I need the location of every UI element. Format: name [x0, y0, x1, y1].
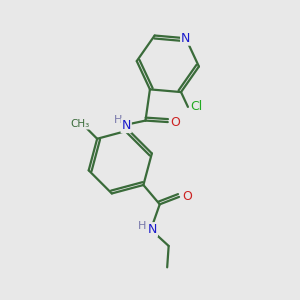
Text: N: N	[122, 119, 131, 132]
Text: N: N	[148, 223, 157, 236]
Text: H: H	[114, 115, 122, 125]
Text: H: H	[138, 221, 146, 231]
Text: O: O	[171, 116, 180, 129]
Text: N: N	[181, 32, 190, 45]
Text: O: O	[182, 190, 192, 203]
Text: Cl: Cl	[190, 100, 202, 113]
Text: CH₃: CH₃	[70, 118, 90, 129]
